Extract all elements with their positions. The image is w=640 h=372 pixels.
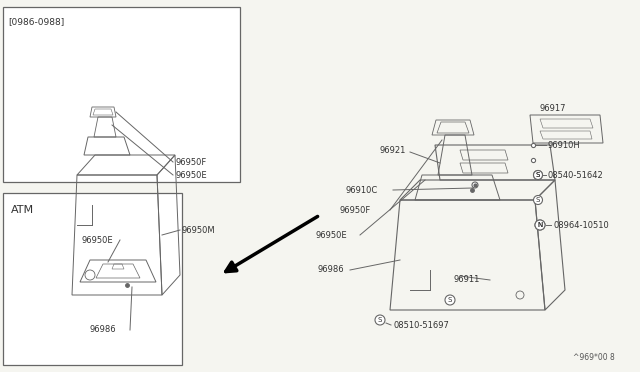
Circle shape xyxy=(534,170,543,180)
Text: 96950E: 96950E xyxy=(315,231,347,240)
Text: S: S xyxy=(448,297,452,303)
Text: S: S xyxy=(536,172,540,178)
Text: 96917: 96917 xyxy=(540,103,566,112)
Text: ATM: ATM xyxy=(11,205,35,215)
Text: 96950F: 96950F xyxy=(340,205,371,215)
Bar xyxy=(3,193,182,365)
Text: [0986-0988]: [0986-0988] xyxy=(8,17,65,26)
Text: 96950E: 96950E xyxy=(82,235,114,244)
Text: 96910H: 96910H xyxy=(548,141,580,150)
Text: S: S xyxy=(378,317,382,323)
Bar xyxy=(3,7,240,182)
Circle shape xyxy=(534,170,543,180)
Text: 96986: 96986 xyxy=(90,326,116,334)
Text: S: S xyxy=(536,197,540,203)
Text: 08540-51642: 08540-51642 xyxy=(548,170,604,180)
Text: S: S xyxy=(536,172,540,178)
Text: N: N xyxy=(538,222,543,228)
Text: 08964-10510: 08964-10510 xyxy=(553,221,609,230)
Text: 96911: 96911 xyxy=(453,276,479,285)
Text: ^969*00 8: ^969*00 8 xyxy=(573,353,615,362)
Circle shape xyxy=(375,315,385,325)
Text: 08510-51697: 08510-51697 xyxy=(393,321,449,330)
Circle shape xyxy=(534,196,543,205)
Text: 96950E: 96950E xyxy=(175,170,207,180)
Text: N: N xyxy=(538,222,543,228)
Text: 96950M: 96950M xyxy=(182,225,216,234)
Circle shape xyxy=(445,295,455,305)
Text: 96921: 96921 xyxy=(380,145,406,154)
Text: 96986: 96986 xyxy=(318,266,344,275)
Circle shape xyxy=(535,220,545,230)
Circle shape xyxy=(535,220,545,230)
Circle shape xyxy=(472,182,478,188)
Text: 96950F: 96950F xyxy=(175,157,206,167)
Text: 96910C: 96910C xyxy=(345,186,377,195)
